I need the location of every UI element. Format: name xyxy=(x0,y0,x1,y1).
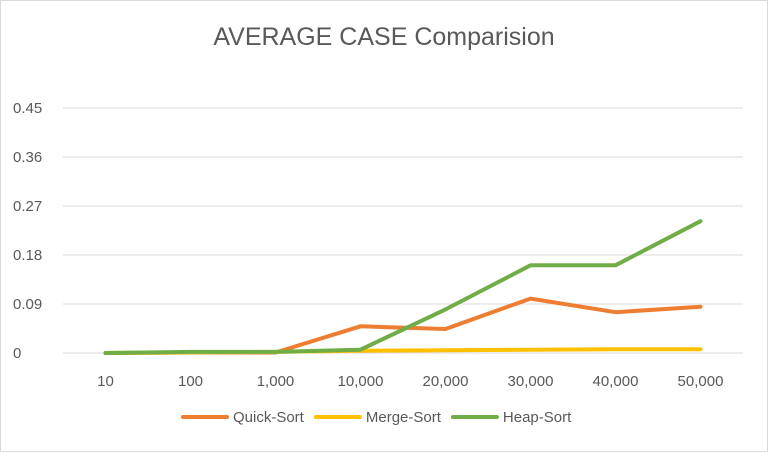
x-tick-label: 10,000 xyxy=(338,373,384,390)
series-heap-sort xyxy=(105,221,700,353)
chart-title: AVERAGE CASE Comparision xyxy=(213,23,554,51)
y-tick-label: 0.18 xyxy=(13,247,42,264)
x-tick-label: 50,000 xyxy=(678,373,724,390)
y-axis: 0 0.09 0.18 0.27 0.36 0.45 xyxy=(13,100,42,362)
y-tick-label: 0.09 xyxy=(13,296,42,313)
legend-item[interactable]: Merge-Sort xyxy=(316,409,442,426)
y-tick-label: 0.45 xyxy=(13,100,42,117)
legend-label: Merge-Sort xyxy=(366,409,442,426)
x-tick-label: 30,000 xyxy=(508,373,554,390)
y-tick-label: 0.27 xyxy=(13,198,42,215)
x-tick-label: 20,000 xyxy=(423,373,469,390)
x-axis: 10 100 1,000 10,000 20,000 30,000 40,000 50,000 xyxy=(97,373,723,390)
x-tick-label: 40,000 xyxy=(593,373,639,390)
legend-item[interactable]: Quick-Sort xyxy=(183,409,305,426)
series-line xyxy=(106,221,701,353)
y-tick-label: 0 xyxy=(13,345,21,362)
y-tick-label: 0.36 xyxy=(13,149,42,166)
series-line xyxy=(106,299,701,353)
series-quick-sort xyxy=(105,298,700,353)
legend-label: Quick-Sort xyxy=(233,409,305,426)
x-tick-label: 1,000 xyxy=(257,373,295,390)
x-tick-label: 100 xyxy=(178,373,203,390)
x-tick-label: 10 xyxy=(97,373,114,390)
legend-label: Heap-Sort xyxy=(503,409,572,426)
gridlines xyxy=(63,108,743,353)
legend-item[interactable]: Heap-Sort xyxy=(453,409,572,426)
legend[interactable]: Quick-Sort Merge-Sort Heap-Sort xyxy=(183,409,572,426)
series-lines xyxy=(105,221,700,353)
